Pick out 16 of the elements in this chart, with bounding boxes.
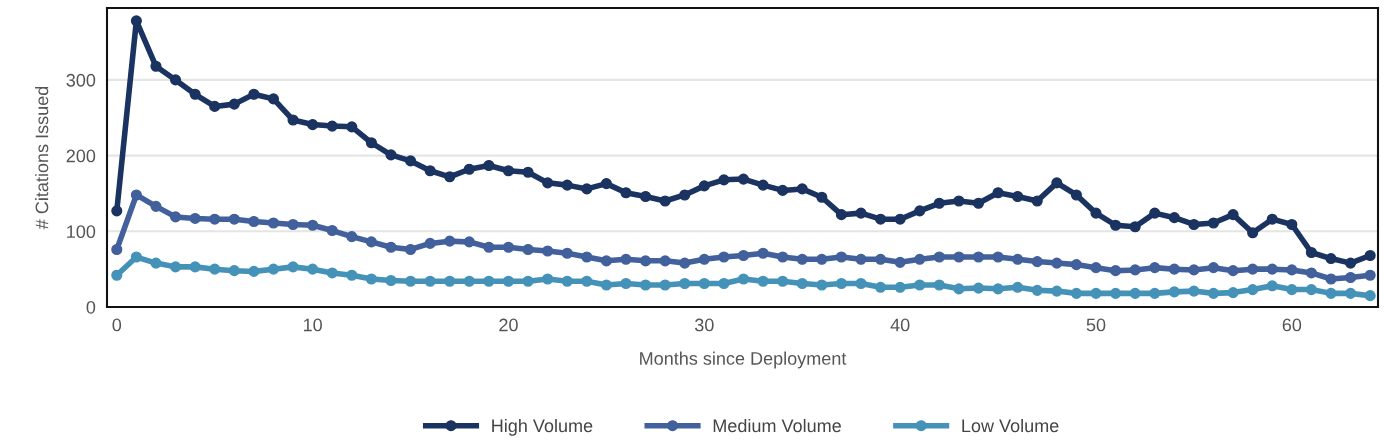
- x-tick-label: 20: [499, 318, 518, 332]
- legend-label: High Volume: [492, 418, 593, 436]
- x-tick-label: 40: [890, 318, 910, 332]
- x-tick-label: 10: [303, 318, 322, 332]
- legend-label: Low Volume: [962, 418, 1059, 433]
- x-tick-label: 0: [112, 318, 122, 332]
- y-tick-label: 200: [66, 149, 96, 163]
- x-tick-label: 50: [1086, 318, 1106, 332]
- y-tick-label: 300: [66, 73, 96, 87]
- y-axis-title: # Citations Issued: [35, 86, 49, 230]
- x-tick-label: 30: [694, 318, 714, 332]
- y-tick-label: 100: [67, 225, 96, 239]
- x-axis-title: Months since Deployment: [640, 351, 847, 369]
- y-tick-label: 0: [86, 300, 96, 314]
- x-tick-label: 60: [1282, 318, 1302, 332]
- legend-label: Medium Volume: [713, 418, 841, 433]
